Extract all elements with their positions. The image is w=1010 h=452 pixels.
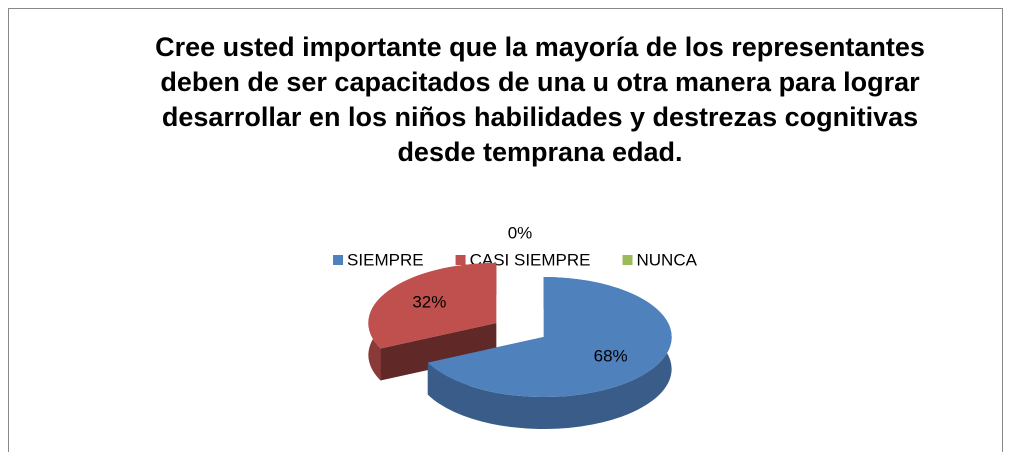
slice xyxy=(427,277,672,430)
data-label: 0% xyxy=(508,224,533,243)
slice xyxy=(427,277,672,398)
data-label: 68% xyxy=(594,346,628,365)
legend-label: SIEMPRE xyxy=(347,250,424,269)
legend-swatch xyxy=(455,255,466,265)
slice xyxy=(368,262,497,349)
data-label: 32% xyxy=(412,293,446,312)
chart-border xyxy=(8,8,1003,452)
chart-title: Cree usted importante que la mayoría de … xyxy=(155,32,925,167)
legend-label: CASI SIEMPRE xyxy=(470,250,591,269)
slice xyxy=(368,262,497,381)
legend-label: NUNCA xyxy=(637,250,698,269)
legend-swatch xyxy=(333,255,344,265)
slice-side xyxy=(380,322,497,381)
legend-swatch xyxy=(622,255,633,265)
